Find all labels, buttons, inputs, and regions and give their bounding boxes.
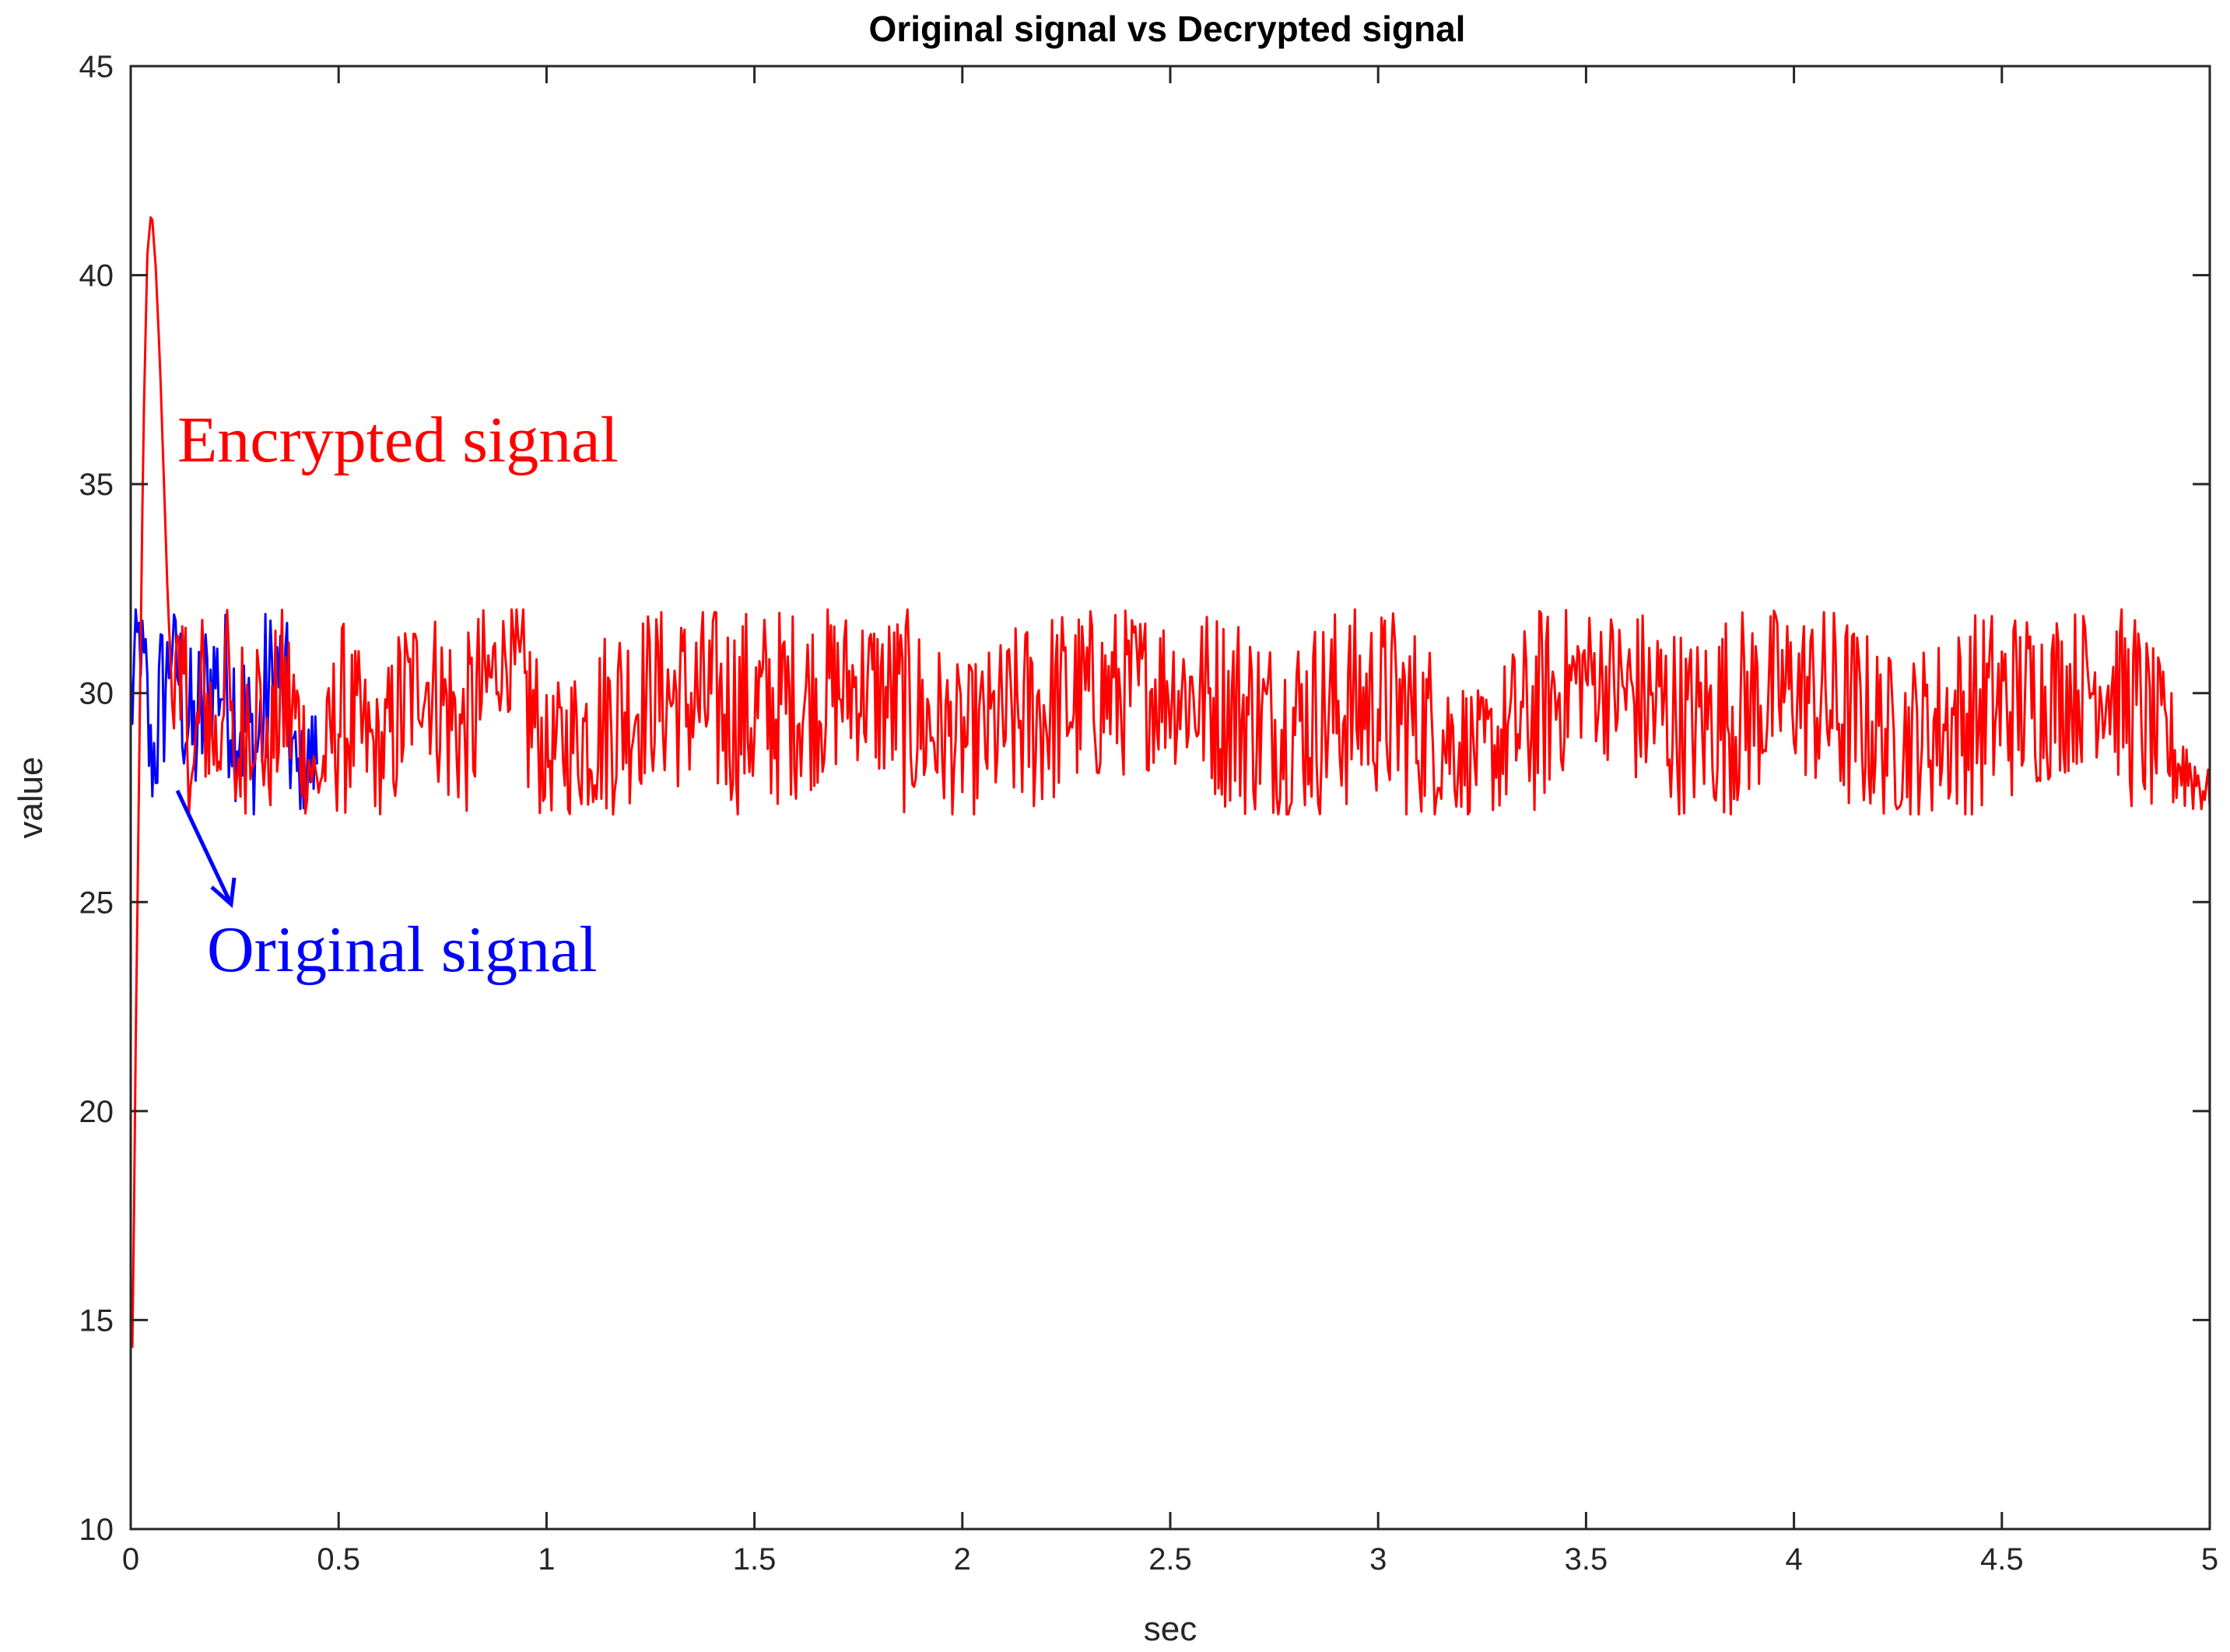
y-tick-label: 25 bbox=[79, 886, 114, 920]
x-axis-label: sec bbox=[1144, 1610, 1197, 1648]
y-tick-label: 20 bbox=[79, 1095, 114, 1129]
y-tick-label: 10 bbox=[79, 1513, 114, 1547]
y-tick-label: 15 bbox=[79, 1303, 114, 1338]
y-tick-label: 30 bbox=[79, 677, 114, 711]
x-tick-label: 0 bbox=[122, 1542, 139, 1577]
y-tick-label: 40 bbox=[79, 259, 114, 293]
x-tick-label: 2 bbox=[954, 1542, 971, 1577]
x-tick-label: 1 bbox=[538, 1542, 555, 1577]
series-layer bbox=[131, 216, 2210, 1349]
annotation-encrypted-signal: Encrypted signal bbox=[177, 404, 619, 476]
x-tick-label: 4 bbox=[1785, 1542, 1802, 1577]
annotation-original-signal: Original signal bbox=[207, 914, 598, 986]
ticks-layer: 0 0.5 1 1.5 2 2.5 3 3.5 4 4.5 5 10 15 20 25 30 35 40 45 bbox=[79, 50, 2219, 1577]
y-axis-label: value bbox=[12, 756, 50, 838]
x-tick-label: 3.5 bbox=[1565, 1542, 1608, 1577]
series-line-red bbox=[131, 216, 2210, 1349]
chart-title: Original signal vs Decrypted signal bbox=[869, 9, 1466, 49]
y-tick-label: 35 bbox=[79, 468, 114, 502]
x-tick-label: 2.5 bbox=[1148, 1542, 1192, 1577]
x-tick-label: 3 bbox=[1369, 1542, 1387, 1577]
x-tick-label: 4.5 bbox=[1980, 1542, 2024, 1577]
plot-frame bbox=[129, 65, 2211, 1531]
x-tick-label: 5 bbox=[2201, 1542, 2218, 1577]
x-tick-label: 0.5 bbox=[317, 1542, 360, 1577]
x-tick-label: 1.5 bbox=[733, 1542, 777, 1577]
y-tick-label: 45 bbox=[79, 50, 114, 84]
annotation-arrow bbox=[175, 789, 237, 909]
